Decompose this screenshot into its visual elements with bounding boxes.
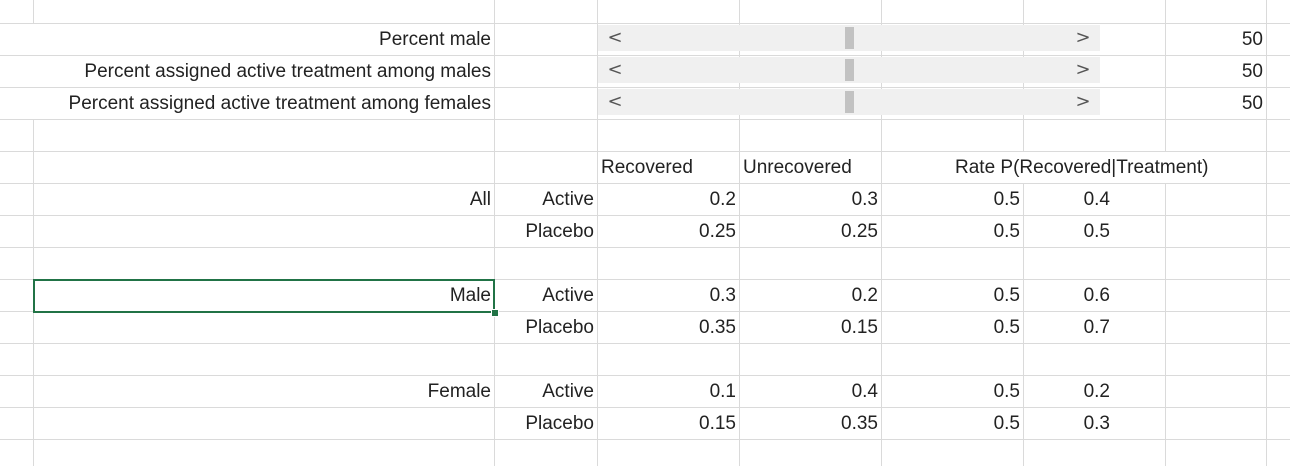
cell-rate[interactable]: 0.3 xyxy=(1083,413,1110,434)
scroll-right-arrow-icon[interactable]: > xyxy=(1075,91,1091,112)
group-label-female[interactable]: Female xyxy=(427,381,491,402)
active-cell-selection[interactable] xyxy=(33,279,495,313)
scroll-right-arrow-icon[interactable]: > xyxy=(1075,59,1091,80)
cell-recovered[interactable]: 0.3 xyxy=(709,285,736,306)
header-unrecovered: Unrecovered xyxy=(740,152,880,183)
gridline xyxy=(1165,0,1166,466)
header-rate: Rate P(Recovered|Treatment) xyxy=(952,152,1252,183)
cell-unrecovered[interactable]: 0.2 xyxy=(851,285,878,306)
cell-recovered[interactable]: 0.1 xyxy=(709,381,736,402)
header-recovered: Recovered xyxy=(598,152,738,183)
cell-unrecovered[interactable]: 0.35 xyxy=(841,413,878,434)
active-males-value[interactable]: 50 xyxy=(1241,61,1263,82)
percent-male-value[interactable]: 50 xyxy=(1241,29,1263,50)
control-label-percent-male: Percent male xyxy=(20,24,494,55)
cell-share[interactable]: 0.5 xyxy=(993,413,1020,434)
cell-rate[interactable]: 0.7 xyxy=(1083,317,1110,338)
fill-handle[interactable] xyxy=(491,309,499,317)
cell-unrecovered[interactable]: 0.15 xyxy=(841,317,878,338)
gridline xyxy=(0,279,1290,280)
cell-rate[interactable]: 0.2 xyxy=(1083,381,1110,402)
active-females-value[interactable]: 50 xyxy=(1241,93,1263,114)
cell-share[interactable]: 0.5 xyxy=(993,381,1020,402)
gridline xyxy=(0,183,1290,184)
active-females-scrollbar[interactable]: < > xyxy=(598,89,1100,115)
group-label-male[interactable]: Male xyxy=(449,285,491,306)
gridline xyxy=(1023,0,1024,466)
row-treatment[interactable]: Active xyxy=(542,189,594,210)
scroll-right-arrow-icon[interactable]: > xyxy=(1075,27,1091,48)
gridline xyxy=(597,0,598,466)
cell-recovered[interactable]: 0.25 xyxy=(699,221,736,242)
cell-share[interactable]: 0.5 xyxy=(993,285,1020,306)
gridline xyxy=(0,439,1290,440)
gridline xyxy=(0,247,1290,248)
gridline xyxy=(0,87,1290,88)
cell-recovered[interactable]: 0.35 xyxy=(699,317,736,338)
gridline xyxy=(33,0,34,466)
cell-share[interactable]: 0.5 xyxy=(993,221,1020,242)
group-label-all[interactable]: All xyxy=(469,189,491,210)
cell-recovered[interactable]: 0.2 xyxy=(709,189,736,210)
scroll-left-arrow-icon[interactable]: < xyxy=(607,91,623,112)
cell-share[interactable]: 0.5 xyxy=(993,317,1020,338)
active-males-scrollbar[interactable]: < > xyxy=(598,57,1100,83)
cell-rate[interactable]: 0.5 xyxy=(1083,221,1110,242)
gridline xyxy=(0,119,1290,120)
row-treatment[interactable]: Active xyxy=(542,381,594,402)
gridline xyxy=(1266,0,1267,466)
cell-unrecovered[interactable]: 0.4 xyxy=(851,381,878,402)
percent-male-scrollbar[interactable]: < > xyxy=(598,25,1100,51)
cell-rate[interactable]: 0.6 xyxy=(1083,285,1110,306)
cell-unrecovered[interactable]: 0.25 xyxy=(841,221,878,242)
gridline xyxy=(0,55,1290,56)
gridline xyxy=(0,151,1290,152)
gridline xyxy=(739,0,740,466)
gridline xyxy=(0,407,1290,408)
gridline xyxy=(0,23,1290,24)
cell-share[interactable]: 0.5 xyxy=(993,189,1020,210)
scroll-left-arrow-icon[interactable]: < xyxy=(607,27,623,48)
gridline xyxy=(494,0,495,466)
row-treatment[interactable]: Active xyxy=(542,285,594,306)
row-treatment[interactable]: Placebo xyxy=(525,317,594,338)
control-label-active-males: Percent assigned active treatment among … xyxy=(20,56,494,87)
scroll-thumb[interactable] xyxy=(844,91,854,113)
scroll-thumb[interactable] xyxy=(844,59,854,81)
row-treatment[interactable]: Placebo xyxy=(525,413,594,434)
cell-rate[interactable]: 0.4 xyxy=(1083,189,1110,210)
cell-unrecovered[interactable]: 0.3 xyxy=(851,189,878,210)
gridline xyxy=(0,215,1290,216)
scroll-thumb[interactable] xyxy=(844,27,854,49)
gridline xyxy=(0,343,1290,344)
row-treatment[interactable]: Placebo xyxy=(525,221,594,242)
scroll-left-arrow-icon[interactable]: < xyxy=(607,59,623,80)
gridline xyxy=(0,311,1290,312)
cell-recovered[interactable]: 0.15 xyxy=(699,413,736,434)
gridline xyxy=(0,375,1290,376)
gridline xyxy=(881,0,882,466)
control-label-active-females: Percent assigned active treatment among … xyxy=(4,88,494,119)
